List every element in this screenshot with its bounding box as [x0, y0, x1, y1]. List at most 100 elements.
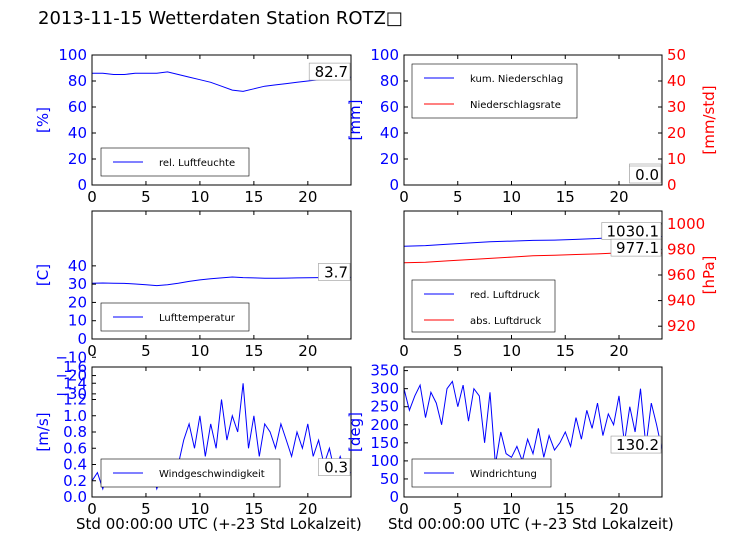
legend-label-1-0: kum. Niederschlag — [470, 74, 563, 85]
legend-box-3 — [411, 279, 556, 333]
y-tick-label-4-7: 1.4 — [63, 374, 87, 392]
y-tick-label-5-3: 150 — [370, 434, 399, 452]
y-axis-label-right-1: [mm/std] — [700, 85, 718, 154]
series-line-2-0 — [91, 276, 351, 287]
x-tick-label-5-10: 10 — [502, 500, 521, 518]
y-tick-label-4-0: 0.0 — [63, 488, 87, 506]
y-tick-label-4-2: 0.4 — [63, 456, 87, 474]
y-tick-label-2-6: 30 — [68, 275, 87, 293]
y-tick-label-0-0: 0 — [77, 176, 87, 194]
x-tick-label-0-5: 5 — [141, 188, 151, 206]
x-tick-label-4-20: 20 — [298, 500, 317, 518]
y-tick-label-5-4: 200 — [370, 416, 399, 434]
series-line-0-0 — [92, 71, 352, 92]
y-tick-label-0-3: 60 — [68, 98, 87, 116]
y-tick-label-5-0: 0 — [389, 488, 399, 506]
figure-title: 2013-11-15 Wetterdaten Station ROTZ□ — [38, 8, 403, 29]
y-tick-label-2-2: −10 — [55, 348, 87, 366]
y-tick-label-4-4: 0.8 — [63, 423, 87, 441]
y-right-tick-label-1-1: 10 — [667, 150, 686, 168]
x-axis-label-right: Std 00:00:00 UTC (+-23 Std Lokalzeit) — [388, 515, 674, 533]
x-tick-label-4-5: 5 — [141, 500, 151, 518]
x-tick-label-3-10: 10 — [502, 342, 521, 360]
legend-label-3-1: abs. Luftdruck — [470, 316, 541, 327]
value-label-3-1: 977.1 — [616, 239, 659, 257]
y-tick-label-4-8: 1.6 — [63, 358, 87, 376]
value-label-1-1: 0.0 — [635, 166, 659, 184]
legend-box-1 — [411, 63, 578, 119]
value-label-0-0: 82.7 — [315, 63, 348, 81]
x-tick-label-5-5: 5 — [453, 500, 463, 518]
y-tick-label-0-2: 40 — [68, 124, 87, 142]
x-tick-label-0-15: 15 — [244, 188, 263, 206]
value-box-4-0 — [318, 458, 351, 476]
legend-label-0-0: rel. Luftfeuchte — [159, 158, 235, 169]
y-tick-label-5-1: 50 — [380, 470, 399, 488]
y-right-tick-label-1-2: 20 — [667, 124, 686, 142]
y-axis-label-4: [m/s] — [34, 412, 52, 451]
y-axis-label-right-3: [hPa] — [700, 256, 718, 295]
value-box-3-1 — [610, 238, 662, 257]
y-tick-label-2-4: 10 — [68, 312, 87, 330]
x-tick-label-1-15: 15 — [556, 188, 575, 206]
axes-frame-2 — [91, 210, 352, 340]
x-tick-label-1-5: 5 — [453, 188, 463, 206]
y-tick-label-1-5: 100 — [370, 46, 399, 64]
y-right-tick-label-3-3: 980 — [667, 240, 696, 258]
y-axis-label-2: [C] — [34, 264, 52, 286]
x-tick-label-3-15: 15 — [556, 342, 575, 360]
y-tick-label-0-1: 20 — [68, 150, 87, 168]
x-tick-label-2-15: 15 — [244, 342, 263, 360]
y-right-tick-label-3-1: 940 — [667, 292, 696, 310]
y-tick-label-4-3: 0.6 — [63, 439, 87, 457]
y-tick-label-2-1: −20 — [55, 367, 87, 385]
y-axis-label-1: [mm] — [346, 100, 364, 141]
x-tick-label-5-15: 15 — [556, 500, 575, 518]
x-tick-label-3-20: 20 — [609, 342, 628, 360]
y-tick-label-2-5: 20 — [68, 293, 87, 311]
x-tick-label-2-20: 20 — [298, 342, 317, 360]
y-tick-label-4-6: 1.2 — [63, 391, 87, 409]
x-tick-label-5-0: 0 — [399, 500, 409, 518]
y-tick-label-5-7: 350 — [370, 362, 399, 380]
y-right-tick-label-1-3: 30 — [667, 98, 686, 116]
x-tick-label-2-10: 10 — [190, 342, 209, 360]
legend-label-5-0: Windrichtung — [470, 469, 537, 480]
series-line-5-0 — [403, 380, 663, 465]
legend-label-2-0: Lufttemperatur — [159, 313, 236, 324]
y-tick-label-2-3: 0 — [77, 330, 87, 348]
x-tick-label-3-5: 5 — [453, 342, 463, 360]
y-tick-label-1-1: 20 — [380, 150, 399, 168]
y-axis-label-5: [deg] — [346, 412, 364, 452]
legend-label-1-1: Niederschlagsrate — [470, 100, 561, 111]
y-tick-label-4-1: 0.2 — [63, 472, 87, 490]
y-tick-label-2-7: 40 — [68, 257, 87, 275]
y-tick-label-5-2: 100 — [370, 452, 399, 470]
axes-frame-0 — [91, 54, 352, 186]
y-right-tick-label-1-5: 50 — [667, 46, 686, 64]
y-tick-label-4-5: 1.0 — [63, 407, 87, 425]
value-box-1-1 — [629, 165, 662, 184]
y-tick-label-1-0: 0 — [389, 176, 399, 194]
x-tick-label-1-0: 0 — [399, 188, 409, 206]
x-tick-label-0-0: 0 — [87, 188, 97, 206]
legend-label-4-0: Windgeschwindigkeit — [159, 469, 265, 480]
value-box-2-0 — [318, 263, 351, 281]
y-tick-label-1-2: 40 — [380, 124, 399, 142]
x-tick-label-1-20: 20 — [609, 188, 628, 206]
y-right-tick-label-1-0: 0 — [667, 176, 677, 194]
value-label-3-0: 1030.1 — [607, 222, 660, 240]
axes-frame-5 — [403, 366, 663, 498]
x-tick-label-4-15: 15 — [244, 500, 263, 518]
x-tick-label-2-5: 5 — [141, 342, 151, 360]
y-tick-label-0-4: 80 — [68, 72, 87, 90]
y-right-tick-label-1-4: 40 — [667, 72, 686, 90]
value-label-4-0: 0.3 — [324, 459, 348, 477]
x-tick-label-1-10: 10 — [502, 188, 521, 206]
y-tick-label-5-5: 250 — [370, 398, 399, 416]
x-tick-label-0-10: 10 — [190, 188, 209, 206]
value-box-5-0 — [610, 435, 662, 454]
y-axis-label-0: [%] — [34, 107, 52, 133]
value-label-5-0: 130.2 — [616, 436, 659, 454]
